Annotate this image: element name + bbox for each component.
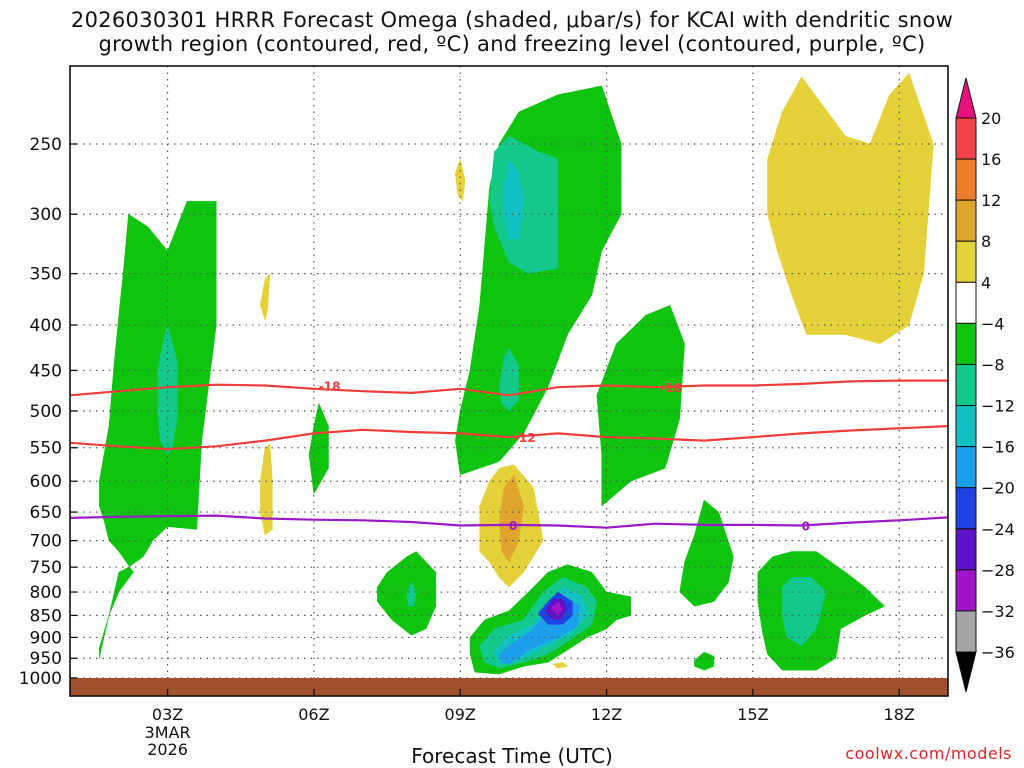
- colorbar-label-7: −12: [981, 397, 1015, 416]
- dgz-contour-0-label-1: -18: [660, 381, 682, 395]
- colorbar-label-0: 20: [981, 109, 1001, 128]
- colorbar-label-2: 12: [981, 191, 1001, 210]
- x-axis-title: Forecast Time (UTC): [411, 744, 613, 768]
- chart-title-line2: growth region (contoured, red, ºC) and f…: [98, 32, 926, 56]
- colorbar-label-9: −20: [981, 479, 1015, 498]
- colorbar-bottom-triangle: [955, 651, 977, 693]
- omega-region-8: [489, 135, 559, 274]
- x-tick-sublabel-1: 2026: [147, 740, 188, 759]
- omega-region-26: [781, 577, 827, 647]
- omega-region-27: [767, 72, 934, 345]
- freezing-level-contour-label-0: 0: [509, 519, 517, 533]
- y-tick-label-950: 950: [30, 649, 62, 669]
- colorbar-label-5: −4: [981, 314, 1005, 333]
- colorbar-band-11: [955, 569, 977, 612]
- chart-title: 2026030301 HRRR Forecast Omega (shaded, …: [0, 8, 1024, 56]
- colorbar-band-12: [955, 610, 977, 653]
- colorbar-band-7: [955, 405, 977, 448]
- chart-title-line1: 2026030301 HRRR Forecast Omega (shaded, …: [70, 8, 954, 32]
- x-tick-sublabel-0: 3MAR: [145, 723, 191, 742]
- x-tick-label-03Z: 03Z: [152, 705, 183, 724]
- omega-region-9: [503, 158, 524, 240]
- dgz-contour-1: [70, 425, 948, 451]
- y-tick-label-300: 300: [30, 205, 62, 225]
- omega-region-2: [308, 402, 329, 495]
- freezing-level-contour: [70, 514, 948, 529]
- colorbar-label-4: 4: [981, 273, 991, 292]
- colorbar-band-5: [955, 322, 977, 365]
- omega-region-23: [679, 499, 734, 607]
- y-tick-label-700: 700: [30, 532, 62, 552]
- y-tick-label-350: 350: [30, 265, 62, 285]
- colorbar-label-10: −24: [981, 520, 1015, 539]
- x-tick-label-18Z: 18Z: [884, 705, 915, 724]
- colorbar-band-0: [955, 117, 977, 160]
- omega-region-0: [99, 200, 217, 659]
- omega-region-5: [455, 158, 466, 202]
- x-tick-label-15Z: 15Z: [737, 705, 768, 724]
- colorbar-band-8: [955, 446, 977, 489]
- plot-frame: [69, 65, 949, 697]
- colorbar-band-2: [955, 199, 977, 242]
- colorbar-label-3: 8: [981, 232, 991, 251]
- x-tick-label-12Z: 12Z: [591, 705, 622, 724]
- colorbar-band-4: [955, 281, 977, 324]
- y-tick-label-400: 400: [30, 316, 62, 336]
- y-tick-label-750: 750: [30, 558, 62, 578]
- omega-region-21: [550, 601, 564, 616]
- y-tick-label-450: 450: [30, 361, 62, 381]
- colorbar-band-1: [955, 158, 977, 201]
- credit-label: coolwx.com/models: [845, 744, 1012, 763]
- dgz-contour-0-label-0: -18: [319, 380, 341, 394]
- colorbar-label-1: 16: [981, 150, 1001, 169]
- dgz-contour-0: [70, 379, 948, 397]
- y-tick-label-250: 250: [30, 135, 62, 155]
- dgz-contour-1-label-0: -12: [514, 431, 536, 445]
- colorbar-label-13: −36: [981, 643, 1015, 662]
- colorbar-label-12: −32: [981, 602, 1015, 621]
- ground-surface: [70, 678, 948, 696]
- x-tick-label-06Z: 06Z: [298, 705, 329, 724]
- colorbar-band-6: [955, 363, 977, 407]
- plot-area: -18 -18 -12 0 0: [70, 66, 948, 696]
- y-tick-label-500: 500: [30, 402, 62, 422]
- y-tick-label-850: 850: [30, 606, 62, 626]
- x-tick-label-09Z: 09Z: [445, 705, 476, 724]
- omega-region-13: [377, 551, 437, 636]
- y-tick-label-600: 600: [30, 472, 62, 492]
- omega-region-3: [259, 272, 271, 322]
- colorbar-band-3: [955, 240, 977, 283]
- colorbar-band-9: [955, 487, 977, 530]
- colorbar-label-6: −8: [981, 355, 1005, 374]
- y-tick-label-650: 650: [30, 503, 62, 523]
- colorbar-band-10: [955, 528, 977, 571]
- colorbar-label-11: −28: [981, 561, 1015, 580]
- y-tick-label-900: 900: [30, 628, 62, 648]
- omega-region-24: [694, 651, 715, 671]
- omega-region-12: [498, 474, 524, 563]
- y-tick-label-1000: 1000: [19, 669, 62, 689]
- colorbar-label-8: −16: [981, 438, 1015, 457]
- y-tick-label-550: 550: [30, 439, 62, 459]
- freezing-level-contour-label-1: 0: [802, 519, 810, 533]
- omega-region-1: [157, 324, 178, 456]
- omega-region-14: [406, 581, 417, 607]
- y-tick-label-800: 800: [30, 583, 62, 603]
- colorbar-top-triangle: [955, 77, 977, 119]
- omega-region-22: [552, 662, 569, 669]
